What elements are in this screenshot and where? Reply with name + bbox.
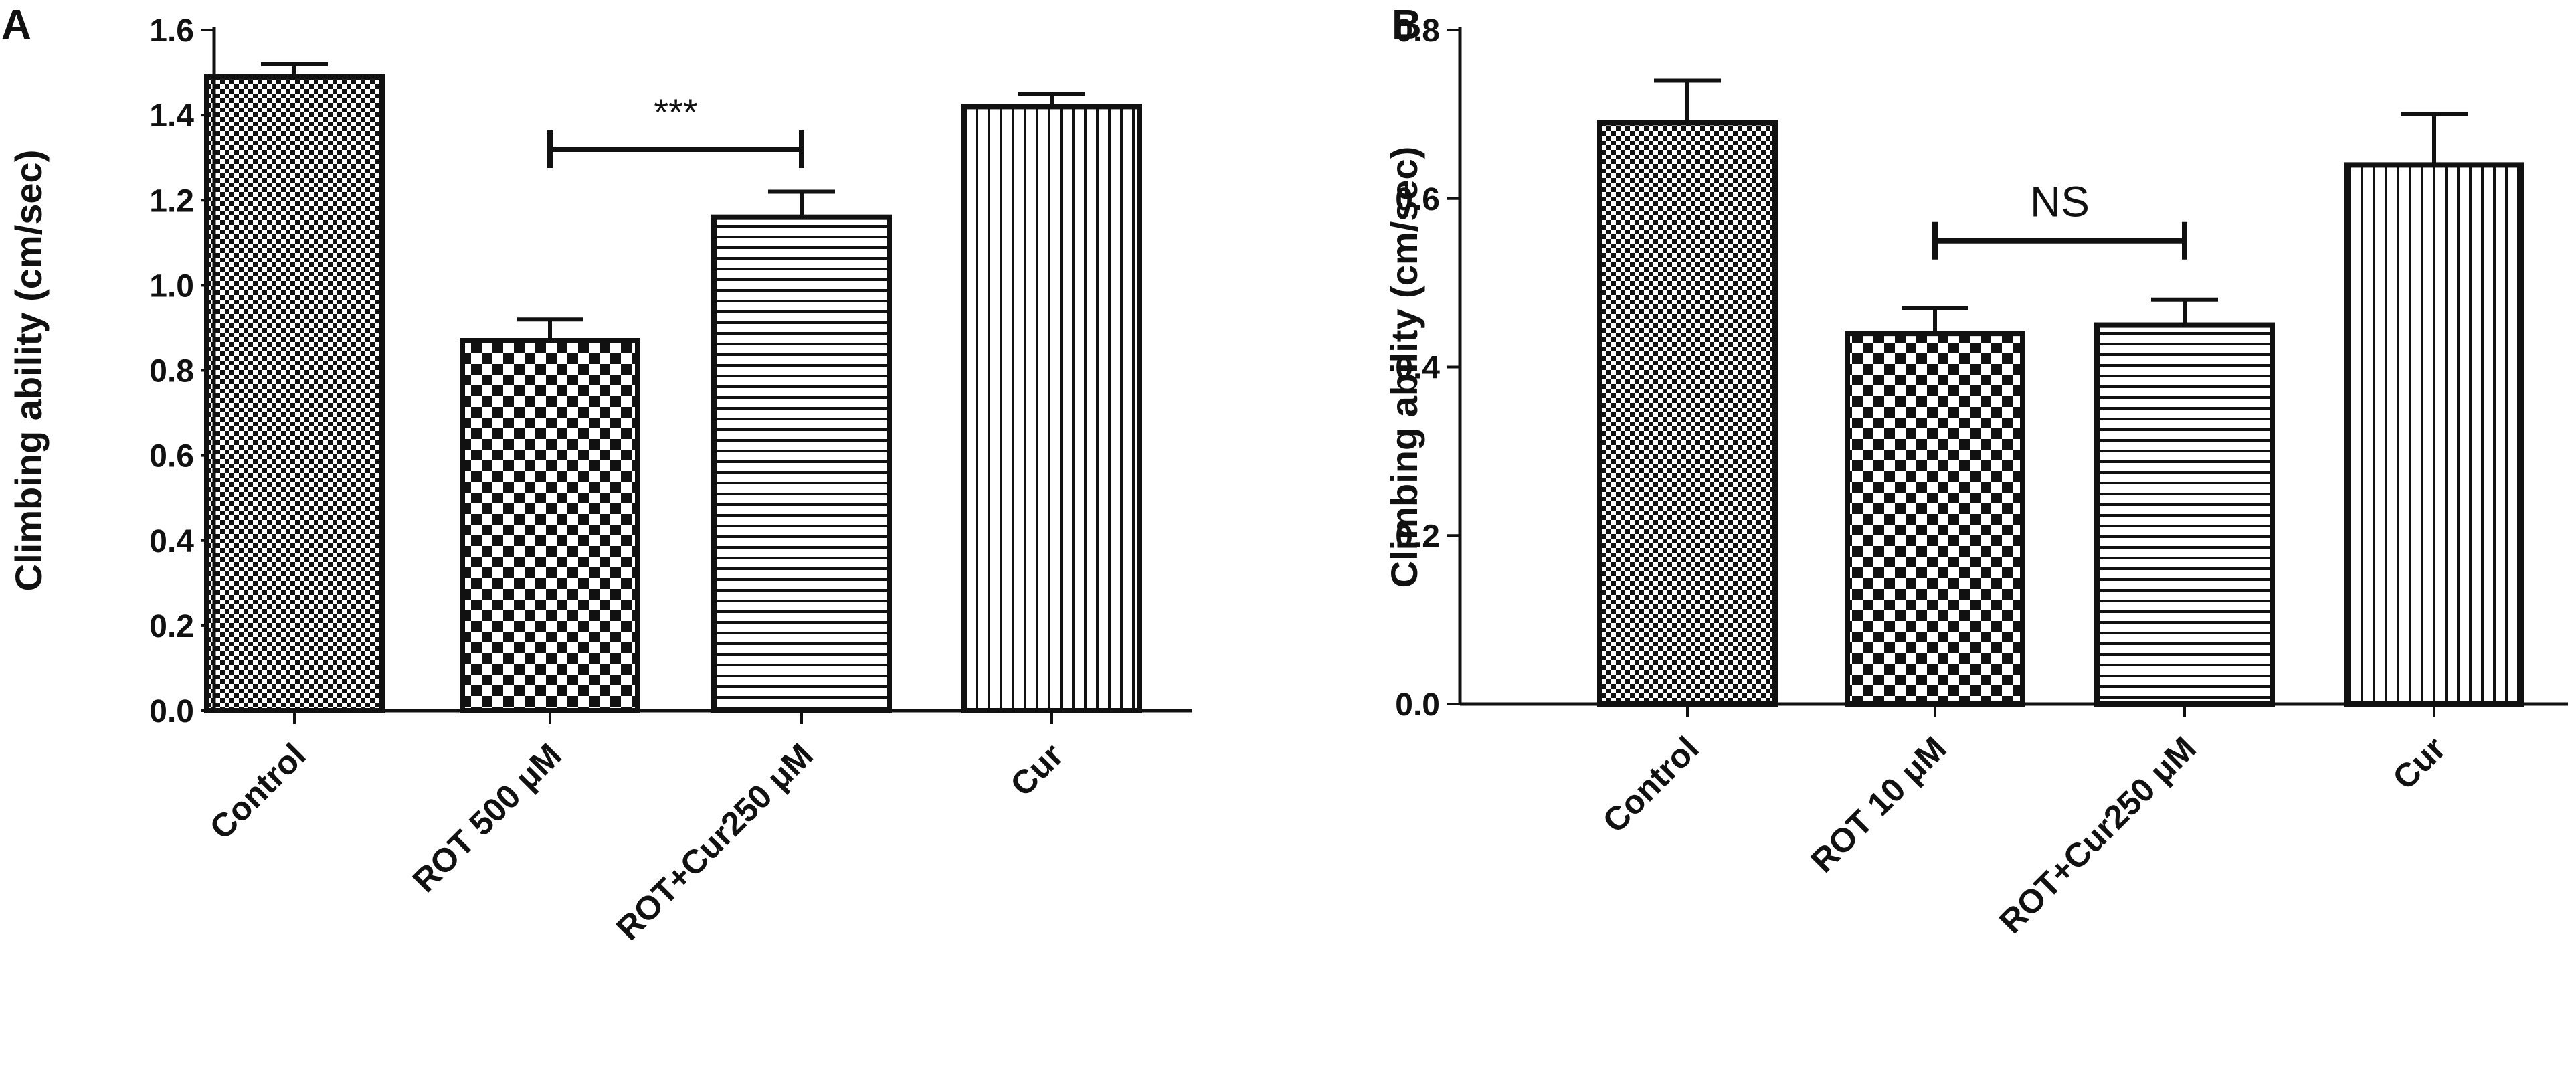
y-tick-label: 0.6 — [149, 439, 194, 474]
y-tick-label: 0.0 — [149, 694, 194, 729]
y-tick-label: 0.6 — [1395, 182, 1440, 217]
y-tick-label: 0.8 — [149, 354, 194, 389]
y-tick-label: 1.0 — [149, 268, 194, 304]
y-axis-label-a: Climbing ability (cm/sec) — [7, 150, 50, 592]
y-axis-label-b: Climbing ability (cm/sec) — [1383, 147, 1425, 588]
y-tick-label: 0.0 — [1395, 687, 1440, 723]
y-tick-label: 0.2 — [1395, 519, 1440, 554]
category-label: Cur — [2385, 729, 2452, 796]
y-tick-label: 1.2 — [149, 183, 194, 219]
y-tick-label: 0.4 — [149, 524, 194, 559]
y-tick-label: 1.4 — [149, 98, 194, 134]
y-tick-label: 0.2 — [149, 609, 194, 644]
panel-a: A Climbing ability (cm/sec) 0.0 0.2 0.4 0.6 0.… — [1, 2, 1192, 948]
category-label: ROT 10 μM — [1803, 729, 1953, 879]
bar-a-3 — [711, 214, 892, 713]
y-tick-label: 0.4 — [1395, 351, 1440, 386]
bar-b-2 — [1845, 331, 2025, 707]
significance-label: *** — [654, 91, 697, 133]
bar-a-1 — [204, 74, 385, 713]
significance-label: NS — [2030, 178, 2090, 226]
category-label: ROT+Cur250 μM — [1992, 729, 2203, 941]
bar-b-1 — [1597, 120, 1778, 707]
panel-b: B Climbing ability (cm/sec) 0.0 0.2 0.4 0.6 0.… — [1383, 2, 2568, 941]
bar-b-3 — [2094, 322, 2275, 707]
panel-label-a: A — [1, 2, 31, 48]
category-label: ROT+Cur250 μM — [609, 736, 820, 948]
y-tick-label: 0.8 — [1395, 13, 1440, 49]
category-label: Control — [203, 736, 313, 847]
category-label: Cur — [1003, 736, 1070, 803]
panel-label-b: B — [1392, 2, 1422, 48]
category-label: Control — [1596, 729, 1706, 840]
bar-a-2 — [460, 338, 640, 714]
y-tick-label: 1.6 — [149, 13, 194, 49]
bar-b-4 — [2344, 162, 2524, 707]
bar-a-4 — [961, 104, 1142, 714]
category-label: ROT 500 μM — [405, 736, 569, 899]
